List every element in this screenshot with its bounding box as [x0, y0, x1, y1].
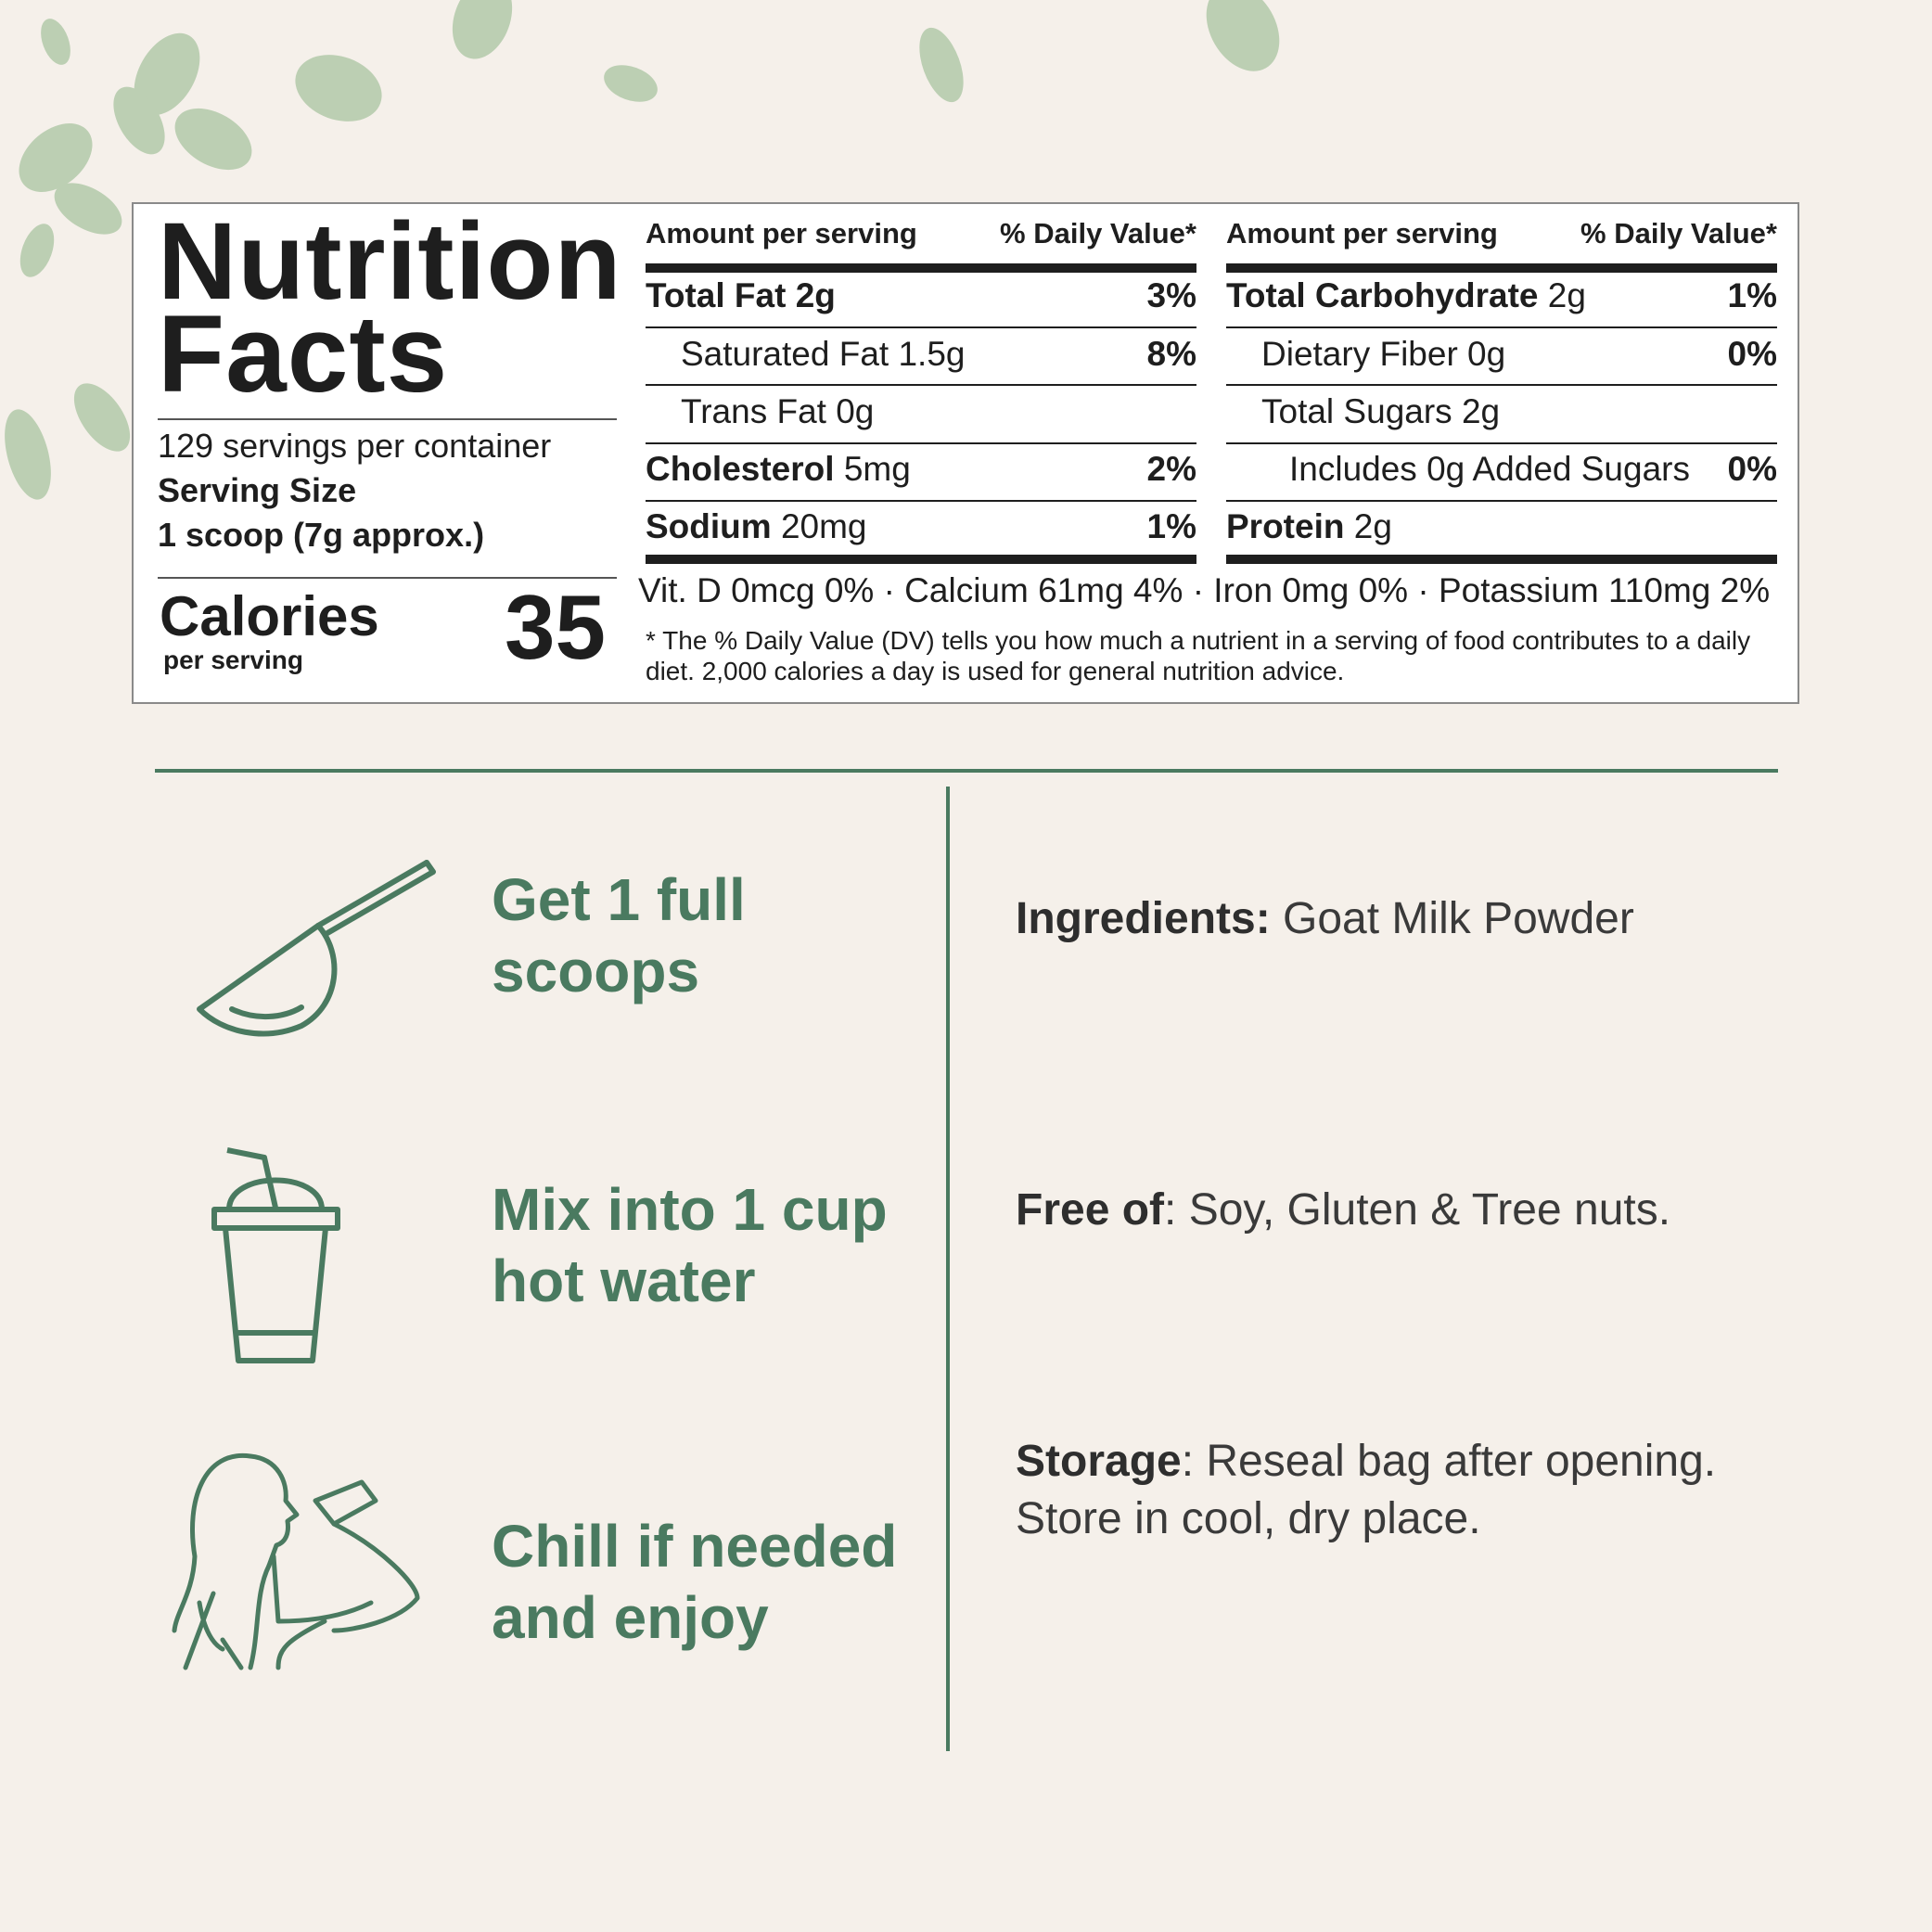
storage-value-2: Store in cool, dry place.: [1016, 1494, 1481, 1543]
step-1: Get 1 full scoops: [492, 864, 746, 1007]
scoop-icon: [197, 860, 436, 1037]
nutrient-daily-value: 2%: [1146, 450, 1196, 488]
free-of: Free of: Soy, Gluten & Tree nuts.: [1016, 1182, 1670, 1239]
title-line-2: Facts: [158, 293, 449, 416]
row-divider: [646, 326, 1196, 328]
nutrient-row: Dietary Fiber 0g: [1261, 335, 1505, 374]
ingredients-label: Ingredients:: [1016, 894, 1271, 943]
storage-value-1: : Reseal bag after opening.: [1181, 1437, 1717, 1486]
free-of-value: : Soy, Gluten & Tree nuts.: [1164, 1185, 1671, 1235]
step-3: Chill if needed and enjoy: [492, 1511, 897, 1654]
nutrient-daily-value: 3%: [1146, 276, 1196, 314]
row-divider: [1226, 384, 1777, 386]
nutrient-name: Saturated Fat 1.5g: [681, 335, 966, 373]
calories-label: Calories: [160, 585, 379, 647]
nutrient-daily-value: 8%: [1146, 335, 1196, 373]
nutrient-daily-value: 0%: [1727, 335, 1777, 373]
nutrient-daily-value: 1%: [1727, 276, 1777, 314]
nutrient-row: Total Carbohydrate 2g: [1226, 276, 1586, 315]
row-divider: [646, 442, 1196, 444]
footnote: * The % Daily Value (DV) tells you how m…: [646, 626, 1751, 685]
thick-bar: [646, 555, 1196, 564]
cup-with-straw-icon: [211, 1147, 340, 1363]
nutrient-name: Dietary Fiber 0g: [1261, 335, 1506, 373]
nutrient-name-bold: Protein: [1226, 507, 1345, 545]
ingredients: Ingredients: Goat Milk Powder: [1016, 890, 1634, 948]
leaf-decoration: [5, 0, 1280, 500]
calories-value: 35: [505, 576, 607, 678]
nutrient-row: Trans Fat 0g: [681, 392, 874, 431]
vitamins-line: Vit. D 0mcg 0% · Calcium 61mg 4% · Iron …: [638, 571, 1771, 609]
right-header-dv: % Daily Value*: [1580, 217, 1777, 249]
nutrient-name: 20mg: [771, 507, 867, 545]
nutrient-row: Includes 0g Added Sugars: [1289, 450, 1690, 489]
woman-drinking-icon: [172, 1452, 420, 1670]
storage: Storage: Reseal bag after opening. Store…: [1016, 1433, 1716, 1548]
nutrient-name: Trans Fat 0g: [681, 392, 875, 430]
nutrient-row: Sodium 20mg: [646, 507, 867, 546]
servings-per-container: 129 servings per container: [158, 427, 552, 465]
nutrient-name: Total Sugars 2g: [1261, 392, 1501, 430]
row-divider: [1226, 500, 1777, 502]
free-of-label: Free of: [1016, 1185, 1165, 1235]
row-divider: [1226, 442, 1777, 444]
nutrient-daily-value: 0%: [1727, 450, 1777, 488]
serving-size-value: 1 scoop (7g approx.): [158, 516, 485, 554]
step-2-line-1: Mix into 1 cup: [492, 1176, 888, 1243]
column-divider: [946, 787, 950, 1751]
calories-sub: per serving: [163, 646, 303, 674]
nutrient-name-bold: Total Fat 2g: [646, 276, 836, 314]
nutrient-name: 2g: [1344, 507, 1392, 545]
nutrient-row: Total Sugars 2g: [1261, 392, 1500, 431]
step-1-line-1: Get 1 full: [492, 866, 746, 933]
nutrient-name-bold: Cholesterol: [646, 450, 835, 488]
storage-label: Storage: [1016, 1437, 1182, 1486]
row-divider: [646, 384, 1196, 386]
step-2: Mix into 1 cup hot water: [492, 1174, 888, 1317]
thick-bar: [1226, 263, 1777, 273]
left-header-amount: Amount per serving: [646, 217, 917, 249]
ingredients-value: Goat Milk Powder: [1270, 894, 1634, 943]
divider: [158, 577, 617, 579]
divider: [158, 418, 617, 420]
nutrient-row: Cholesterol 5mg: [646, 450, 911, 489]
step-3-line-1: Chill if needed: [492, 1513, 898, 1580]
section-divider: [155, 769, 1778, 773]
title-line-1: Nutrition: [158, 200, 622, 323]
nutrient-row: Total Fat 2g: [646, 276, 836, 315]
nutrient-row: Saturated Fat 1.5g: [681, 335, 965, 374]
right-header-amount: Amount per serving: [1226, 217, 1498, 249]
nutrient-daily-value: 1%: [1146, 507, 1196, 545]
nutrition-facts-panel: [132, 202, 1799, 704]
nutrition-facts-title: Nutrition Facts: [158, 200, 622, 416]
step-1-line-2: scoops: [492, 938, 700, 1004]
nutrient-name: 2g: [1538, 276, 1586, 314]
left-header-dv: % Daily Value*: [1000, 217, 1196, 249]
nutrient-name-bold: Total Carbohydrate: [1226, 276, 1539, 314]
nutrient-row: Protein 2g: [1226, 507, 1392, 546]
nutrient-name: 5mg: [834, 450, 911, 488]
nutrient-name: Includes 0g Added Sugars: [1289, 450, 1690, 488]
thick-bar: [646, 263, 1196, 273]
row-divider: [646, 500, 1196, 502]
nutrient-name-bold: Sodium: [646, 507, 772, 545]
thick-bar: [1226, 555, 1777, 564]
step-3-line-2: and enjoy: [492, 1584, 769, 1651]
row-divider: [1226, 326, 1777, 328]
step-2-line-2: hot water: [492, 1247, 756, 1314]
serving-size-label: Serving Size: [158, 471, 357, 509]
